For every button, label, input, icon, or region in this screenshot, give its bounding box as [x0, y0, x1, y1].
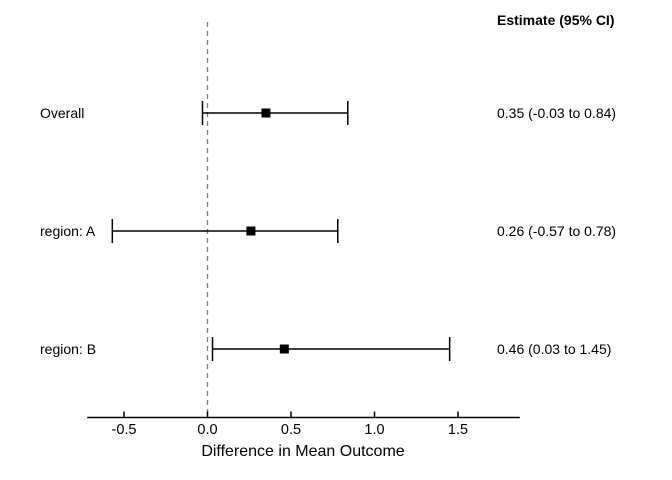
x-tick-label: 0.5 — [280, 422, 302, 438]
row-estimate: 0.35 (-0.03 to 0.84) — [497, 105, 617, 121]
x-tick-label: 1.0 — [364, 422, 385, 438]
row-label: region: A — [40, 223, 96, 239]
x-axis-title: Difference in Mean Outcome — [201, 443, 405, 460]
x-tick-label: 0.0 — [197, 422, 218, 438]
estimate-column-header: Estimate (95% CI) — [497, 12, 615, 28]
row-estimate: 0.46 (0.03 to 1.45) — [497, 341, 612, 357]
estimate-marker — [261, 108, 271, 118]
estimate-marker — [279, 344, 289, 354]
row-label: Overall — [40, 105, 85, 121]
row-estimate: 0.26 (-0.57 to 0.78) — [497, 223, 617, 239]
row-label: region: B — [40, 341, 97, 357]
x-tick-label: -0.5 — [111, 422, 137, 438]
x-tick-label: 1.5 — [447, 422, 469, 438]
estimate-marker — [246, 226, 256, 236]
